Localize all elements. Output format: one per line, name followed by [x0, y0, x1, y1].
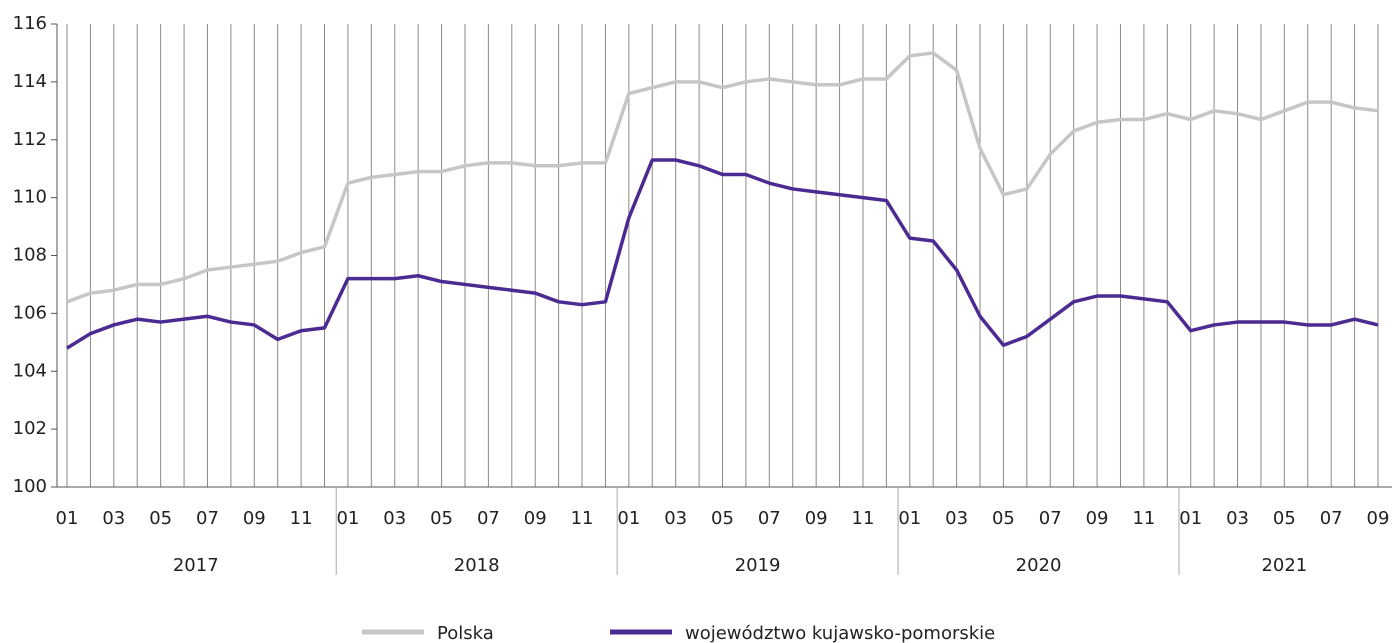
- legend-label: województwo kujawsko-pomorskie: [685, 623, 995, 643]
- group-label: 2021: [1261, 555, 1307, 576]
- x-tick-label: 03: [102, 508, 125, 529]
- group-label: 2017: [173, 555, 219, 576]
- x-tick-label: 05: [1273, 508, 1296, 529]
- x-tick-label: 01: [1179, 508, 1202, 529]
- x-tick-label: 09: [805, 508, 828, 529]
- x-tick-label: 11: [1132, 508, 1155, 529]
- group-label: 2020: [1016, 555, 1062, 576]
- x-tick-label: 03: [945, 508, 968, 529]
- x-tick-label: 11: [571, 508, 594, 529]
- x-tick-label: 05: [430, 508, 453, 529]
- x-tick-label: 05: [992, 508, 1015, 529]
- x-tick-label: 11: [290, 508, 313, 529]
- data-line: [66, 51, 1379, 304]
- x-tick-label: 09: [243, 508, 266, 529]
- x-tick-label: 01: [898, 508, 921, 529]
- y-tick-label: 116: [13, 13, 47, 34]
- x-tick-label: 07: [758, 508, 781, 529]
- x-tick-label: 01: [56, 508, 79, 529]
- y-tick-label: 106: [13, 302, 47, 323]
- y-tick-label: 100: [13, 476, 47, 497]
- data-line: [66, 158, 1379, 350]
- y-tick-label: 102: [13, 418, 47, 439]
- x-tick-label: 03: [1226, 508, 1249, 529]
- x-tick-label: 01: [336, 508, 359, 529]
- x-tick-label: 03: [383, 508, 406, 529]
- x-tick-label: 03: [664, 508, 687, 529]
- x-tick-label: 05: [711, 508, 734, 529]
- x-tick-label: 09: [1367, 508, 1390, 529]
- x-tick-label: 07: [1039, 508, 1062, 529]
- y-tick-label: 114: [13, 71, 47, 92]
- y-tick-label: 108: [13, 245, 47, 266]
- x-tick-label: 01: [617, 508, 640, 529]
- y-tick-label: 104: [13, 360, 47, 381]
- legend-label: Polska: [437, 623, 494, 643]
- x-tick-label: 11: [852, 508, 875, 529]
- y-tick-label: 112: [13, 129, 47, 150]
- x-tick-label: 05: [149, 508, 172, 529]
- group-label: 2018: [454, 555, 500, 576]
- x-tick-label: 07: [196, 508, 219, 529]
- x-tick-label: 07: [1320, 508, 1343, 529]
- x-tick-label: 07: [477, 508, 500, 529]
- x-tick-label: 09: [1086, 508, 1109, 529]
- group-label: 2019: [735, 555, 781, 576]
- x-tick-label: 09: [524, 508, 547, 529]
- y-tick-label: 110: [13, 187, 47, 208]
